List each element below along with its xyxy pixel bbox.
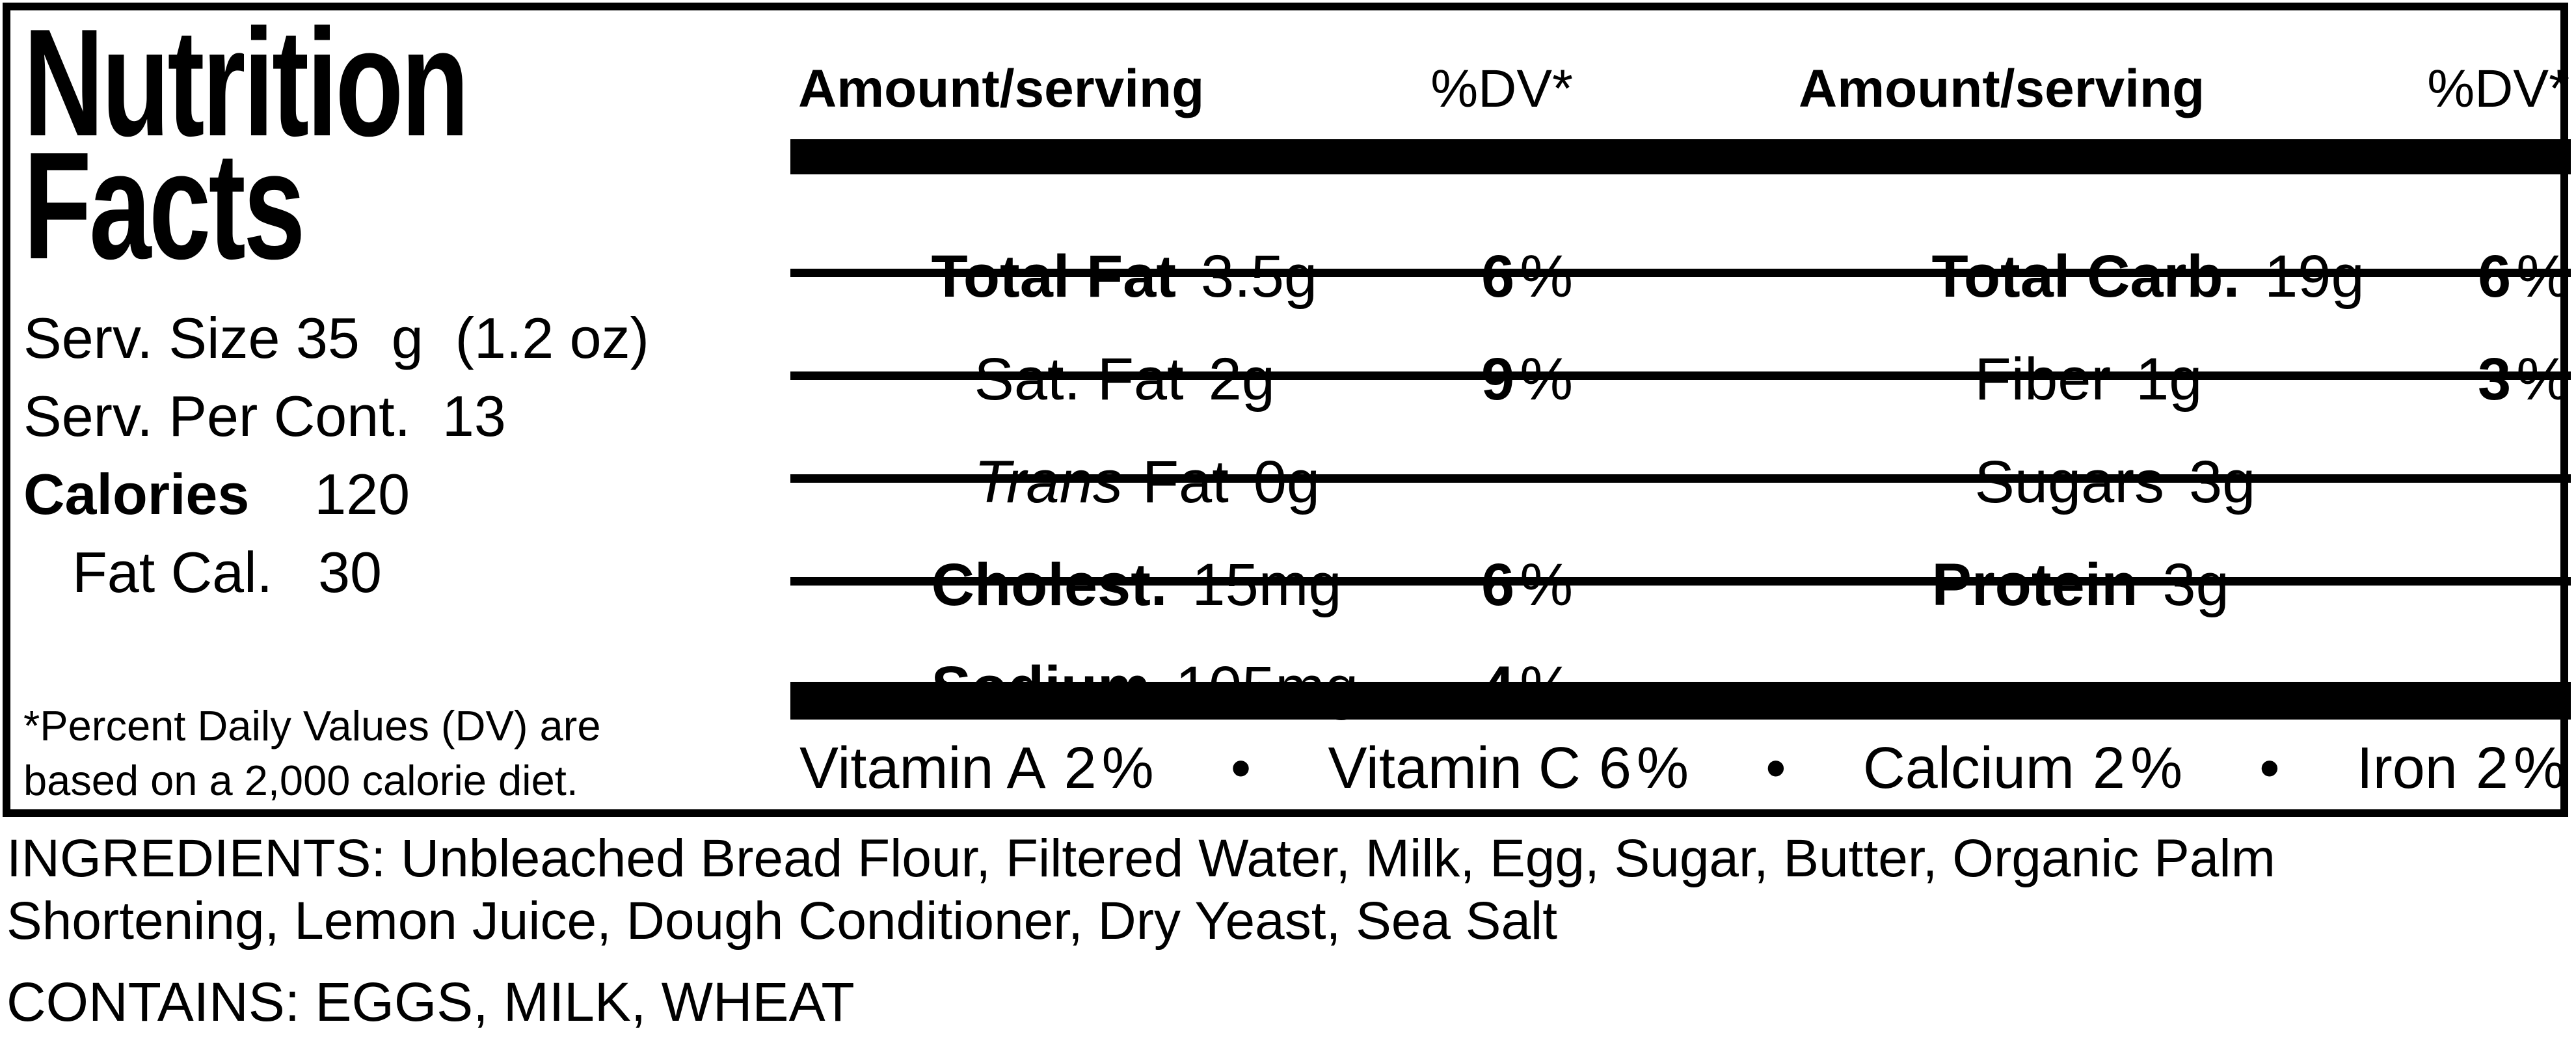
label-title-line2: Facts [23,120,306,291]
vitamin-a-percent: % [1101,735,1154,801]
calcium-label: Calcium [1862,735,2074,801]
total-fat-dv-percent: % [1520,243,1573,310]
vitamin-c-value: 6 [1598,735,1631,801]
trans-fat-cell: Trans Fat 0g [790,380,1358,585]
iron-percent: % [2513,735,2566,801]
trans-fat-label: Fat [1142,449,1229,515]
protein-cell: Protein 3g [1791,483,2355,688]
sodium-dv-percent: % [1520,654,1573,721]
total-fat-label: Total Fat [931,243,1176,310]
row-satfat-fiber: Sat. Fat 2g 9% Fiber 1g 3% [790,277,2571,412]
sugars-label: Sugars [1974,449,2164,515]
cholesterol-value: 15mg [1192,552,1342,618]
calcium-percent: % [2130,735,2182,801]
vitamin-a-value: 2 [1064,735,1097,801]
nutrient-table: Amount/serving %DV* Amount/serving %DV* … [790,21,2571,817]
bullet-separator-3: • [2259,735,2280,801]
vitamin-c-item: Vitamin C 6% [1328,735,1689,802]
iron-item: Iron 2% [2357,735,2566,802]
fat-calories-value: 30 [318,540,382,604]
cholesterol-dv: 6% [1358,551,1574,619]
sat-fat-cell: Sat. Fat 2g [790,277,1358,482]
fiber-label: Fiber [1974,346,2112,412]
fat-calories-label: Fat Cal. [72,540,273,604]
label-left-panel: Nutrition Facts Serv. Size 35 g (1.2 oz) … [23,6,788,820]
sat-fat-dv-number: 9 [1481,346,1515,412]
total-fat-cell: Total Fat 3.5g [790,174,1358,379]
total-carb-value: 19g [2264,243,2365,310]
total-carb-cell: Total Carb. 19g [1791,174,2364,379]
calories-label: Calories [23,462,250,526]
vitamin-c-label: Vitamin C [1328,735,1581,801]
sodium-label: Sodium [931,654,1151,721]
total-fat-dv: 6% [1358,243,1574,311]
header-gap [1574,120,1791,139]
nutrition-label-panel: Nutrition Facts Serv. Size 35 g (1.2 oz) … [3,3,2571,820]
sodium-value: 105mg [1175,654,1359,721]
fiber-value: 1g [2136,346,2203,412]
vitamin-a-label: Vitamin A [799,735,1046,801]
cholesterol-cell: Cholest. 15mg [790,483,1358,688]
table-header-row: Amount/serving %DV* Amount/serving %DV* [790,21,2571,139]
calcium-item: Calcium 2% [1863,735,2182,802]
bullet-separator-1: • [1230,735,1252,801]
iron-value: 2 [2475,735,2508,801]
row-sodium: Sodium 105mg 4% [790,586,2571,721]
header-amount-right: Amount/serving [1799,59,2205,118]
sat-fat-label: Sat. Fat [974,346,1184,412]
row-totalfat-totalcarb: Total Fat 3.5g 6% Total Carb. 19g 6% [790,174,2571,310]
total-carb-dv-number: 6 [2478,243,2512,310]
sat-fat-dv-percent: % [1520,346,1573,412]
trans-fat-label-italic: Trans [974,449,1123,515]
sodium-dv-number: 4 [1481,654,1515,721]
fiber-dv-number: 3 [2478,346,2512,412]
vitamin-c-percent: % [1636,735,1689,801]
total-carb-label: Total Carb. [1931,243,2240,310]
vitamins-row: Vitamin A 2% • Vitamin C 6% • Calcium 2% • … [790,720,2571,817]
fat-calories-row: Fat Cal. 30 [72,539,382,606]
sugars-cell: Sugars 3g [1791,380,2355,585]
vitamins-separator-bar [790,682,2571,720]
total-fat-value: 3.5g [1200,243,1318,310]
cholesterol-dv-number: 6 [1481,552,1515,618]
serving-size: Serv. Size 35 g (1.2 oz) [23,306,649,370]
bullet-separator-2: • [1765,735,1786,801]
total-carb-dv-percent: % [2516,243,2569,310]
fiber-dv-percent: % [2516,346,2569,412]
fiber-cell: Fiber 1g [1791,277,2355,482]
calories-row: Calories 120 [23,461,410,528]
sat-fat-value: 2g [1208,346,1275,412]
header-amount-left: Amount/serving [798,59,1205,118]
sugars-value: 3g [2188,449,2256,515]
vitamin-a-item: Vitamin A 2% [799,735,1154,802]
total-carb-dv: 6% [2355,243,2571,311]
protein-value: 3g [2162,552,2229,618]
trans-fat-value: 0g [1253,449,1321,515]
row-cholesterol-protein: Cholest. 15mg 6% Protein 3g [790,483,2571,618]
header-dv-left: %DV* [1430,59,1573,118]
label-title-line1: Nutrition [23,0,469,168]
ingredients-statement: INGREDIENTS: Unbleached Bread Flour, Fil… [7,829,2275,951]
sat-fat-dv: 9% [1358,345,1574,414]
protein-label: Protein [1931,552,2138,618]
calcium-value: 2 [2092,735,2125,801]
fiber-dv: 3% [2355,345,2571,414]
cholesterol-label: Cholest. [931,552,1168,618]
header-dv-right: %DV* [2427,59,2569,118]
row-transfat-sugars: Trans Fat 0g Sugars 3g [790,380,2571,515]
sodium-cell: Sodium 105mg [790,586,1358,790]
sodium-dv: 4% [1358,654,1574,722]
allergen-statement: CONTAINS: EGGS, MILK, WHEAT [7,971,855,1032]
servings-per-container: Serv. Per Cont. 13 [23,384,506,448]
iron-label: Iron [2356,735,2458,801]
label-title: Nutrition Facts [23,6,469,282]
daily-value-footnote: *Percent Daily Values (DV) are based on … [23,702,601,804]
total-fat-dv-number: 6 [1481,243,1515,310]
cholesterol-dv-percent: % [1520,552,1573,618]
calories-value: 120 [314,462,410,526]
header-separator-bar [790,139,2571,174]
